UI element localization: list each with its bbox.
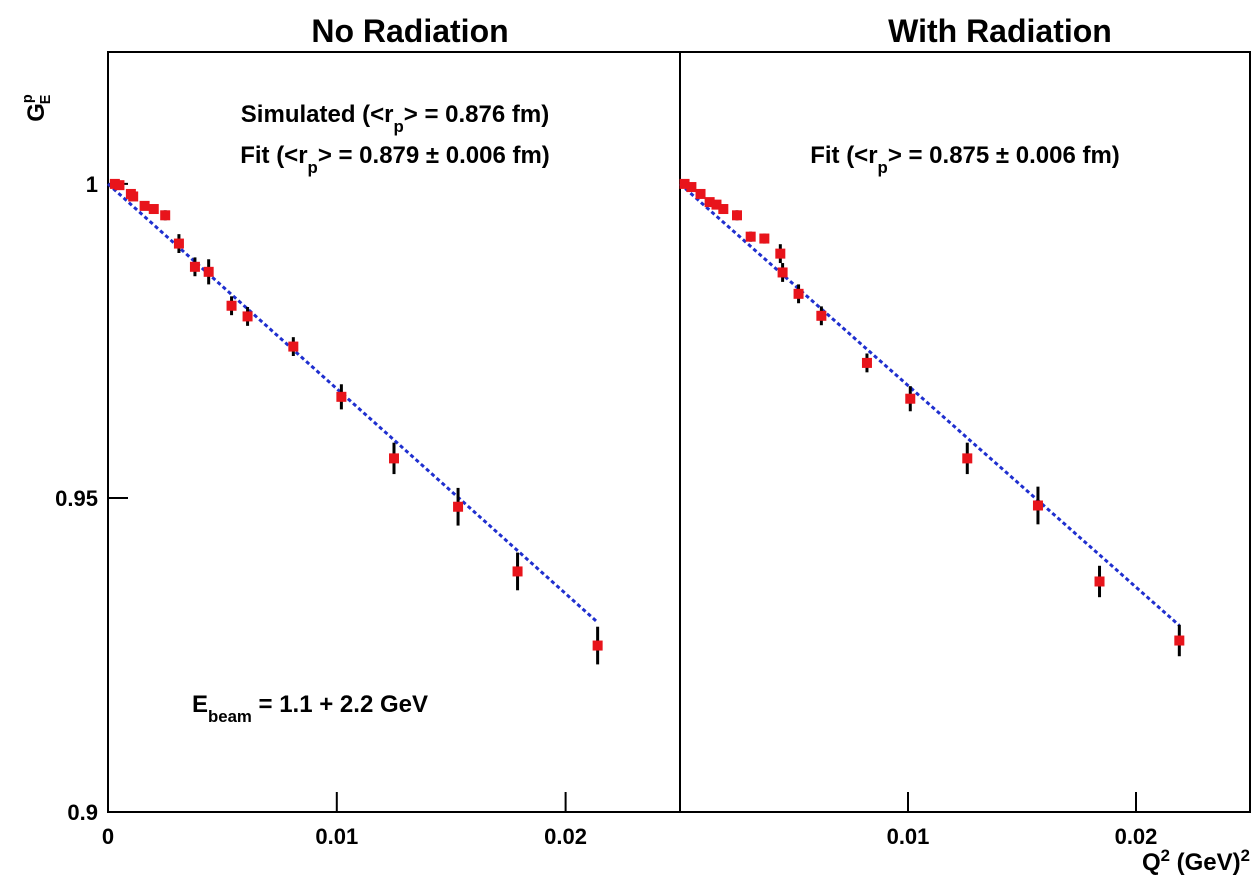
y-tick-label: 1 xyxy=(86,172,98,197)
y-tick-label: 0.9 xyxy=(67,800,98,825)
data-point xyxy=(139,200,150,211)
text-part: p xyxy=(878,158,888,177)
data-point xyxy=(775,248,786,259)
data-point xyxy=(1094,576,1105,587)
x-tick-label: 0 xyxy=(102,824,114,849)
data-point xyxy=(695,188,706,199)
fit-line xyxy=(106,182,599,624)
text-part: p xyxy=(394,117,404,136)
text-part: Fit (<r xyxy=(810,142,877,169)
y-tick-label: 0.95 xyxy=(55,486,98,511)
data-point xyxy=(732,210,742,221)
data-point xyxy=(861,357,872,368)
data-point xyxy=(336,391,347,402)
data-point xyxy=(905,393,916,404)
data-point xyxy=(745,231,756,242)
data-point xyxy=(711,199,722,210)
data-point xyxy=(226,300,237,311)
text-part: (GeV) xyxy=(1170,849,1241,876)
data-point xyxy=(816,310,827,321)
text-part: E xyxy=(192,691,208,718)
annotation: Simulated (<rp> = 0.876 fm) xyxy=(241,101,549,136)
data-point xyxy=(1032,500,1043,511)
text-part: > = 0.876 fm) xyxy=(404,101,549,128)
text-part: beam xyxy=(208,707,252,726)
data-point xyxy=(173,238,184,249)
x-axis-label: Q2 (GeV)2 xyxy=(1142,846,1250,877)
fit-line xyxy=(679,182,1181,627)
x-tick-label: 0.02 xyxy=(1115,824,1158,849)
annotation: Fit (<rp> = 0.879 ± 0.006 fm) xyxy=(240,142,550,177)
text-part: > = 0.875 ± 0.006 fm) xyxy=(888,142,1120,169)
data-point xyxy=(962,453,973,464)
text-part: > = 0.879 ± 0.006 fm) xyxy=(318,142,550,169)
data-point xyxy=(777,267,788,278)
data-point xyxy=(686,182,697,193)
data-point xyxy=(114,180,125,191)
chart-title: No Radiation xyxy=(311,13,508,49)
text-part: p xyxy=(308,158,318,177)
data-point xyxy=(389,453,399,464)
text-part: p xyxy=(20,94,36,103)
text-part: 2 xyxy=(1241,846,1250,865)
data-point xyxy=(679,178,690,189)
text-part: E xyxy=(38,94,54,104)
text-part: Q xyxy=(1142,849,1161,876)
data-point xyxy=(203,266,214,277)
text-part: Fit (<r xyxy=(240,142,307,169)
annotation: Ebeam = 1.1 + 2.2 GeV xyxy=(192,691,428,726)
right-frame xyxy=(679,51,1251,813)
data-point xyxy=(1174,635,1185,646)
annotation: Fit (<rp> = 0.875 ± 0.006 fm) xyxy=(810,142,1120,177)
chart-title: With Radiation xyxy=(888,13,1112,49)
x-tick-label: 0.01 xyxy=(315,824,358,849)
text-part: 2 xyxy=(1161,846,1170,865)
data-point xyxy=(793,288,804,299)
data-point xyxy=(718,204,729,215)
data-point xyxy=(704,197,715,208)
x-tick-label: 0.01 xyxy=(887,824,930,849)
data-point xyxy=(288,341,299,352)
data-point xyxy=(592,640,603,651)
text-part: = 1.1 + 2.2 GeV xyxy=(252,691,428,718)
data-point xyxy=(512,566,523,577)
x-tick-label: 0.02 xyxy=(544,824,587,849)
data-point xyxy=(160,210,171,221)
y-axis-label: Gp E xyxy=(20,94,54,122)
text-part: Simulated (<r xyxy=(241,101,394,128)
data-point xyxy=(453,501,464,512)
data-point xyxy=(189,261,200,272)
data-point xyxy=(128,191,139,202)
text-part: G xyxy=(23,103,50,122)
data-point xyxy=(242,311,253,322)
data-point xyxy=(148,204,159,215)
data-point xyxy=(759,233,770,244)
